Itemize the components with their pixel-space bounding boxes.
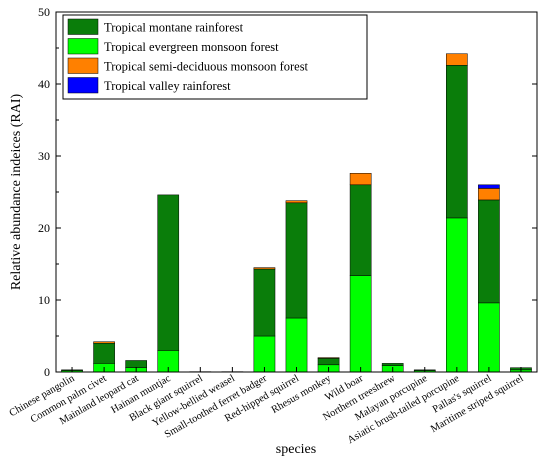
bar-segment-13-0 xyxy=(478,302,500,373)
x-axis-title: species xyxy=(276,442,316,457)
bar-segment-12-2 xyxy=(446,53,468,66)
bar-segment-6-2 xyxy=(253,267,276,270)
y-tick-label: 10 xyxy=(38,293,50,307)
legend-swatch xyxy=(67,77,99,94)
bar-segment-8-1 xyxy=(317,358,340,366)
bar-segment-6-1 xyxy=(253,268,276,337)
bar-segment-9-0 xyxy=(349,275,372,373)
y-tick-label: 0 xyxy=(44,365,50,379)
bar-segment-10-1 xyxy=(381,363,404,366)
bar-segment-7-0 xyxy=(285,317,308,373)
legend-swatch xyxy=(67,38,99,55)
bars-layer xyxy=(61,53,532,373)
y-axis-title: Relative abundance indeices (RAI) xyxy=(9,94,24,291)
bar-segment-3-1 xyxy=(157,194,180,351)
y-tick-label: 50 xyxy=(38,5,50,19)
legend: Tropical montane rainforest Tropical ever… xyxy=(62,14,368,100)
legend-label: Tropical evergreen monsoon forest xyxy=(104,40,279,54)
bar-segment-7-2 xyxy=(285,200,308,204)
bar-segment-2-1 xyxy=(125,360,147,368)
legend-swatch xyxy=(67,57,99,74)
y-axis: 0 10 20 30 40 50 xyxy=(38,5,537,379)
legend-label: Tropical montane rainforest xyxy=(104,21,244,35)
bar-segment-13-3 xyxy=(478,184,500,189)
bar-segment-7-1 xyxy=(285,202,308,319)
bar-segment-13-1 xyxy=(478,199,500,304)
bar-segment-9-2 xyxy=(349,173,372,186)
bar-segment-12-1 xyxy=(446,65,468,219)
bar-segment-12-0 xyxy=(446,217,468,373)
bar-segment-1-1 xyxy=(93,342,115,364)
bar-segment-9-1 xyxy=(349,184,372,276)
legend-box xyxy=(62,14,368,100)
bar-segment-13-2 xyxy=(478,188,500,201)
y-tick-label: 30 xyxy=(38,149,50,163)
y-tick-label: 40 xyxy=(38,77,50,91)
legend-swatch xyxy=(67,18,99,35)
bar-segment-8-2 xyxy=(317,357,340,359)
legend-label: Tropical valley rainforest xyxy=(104,79,231,93)
legend-label: Tropical semi-deciduous monsoon forest xyxy=(104,60,309,74)
y-tick-label: 20 xyxy=(38,221,50,235)
bar-segment-1-2 xyxy=(93,341,115,344)
bar-segment-6-0 xyxy=(253,335,276,373)
